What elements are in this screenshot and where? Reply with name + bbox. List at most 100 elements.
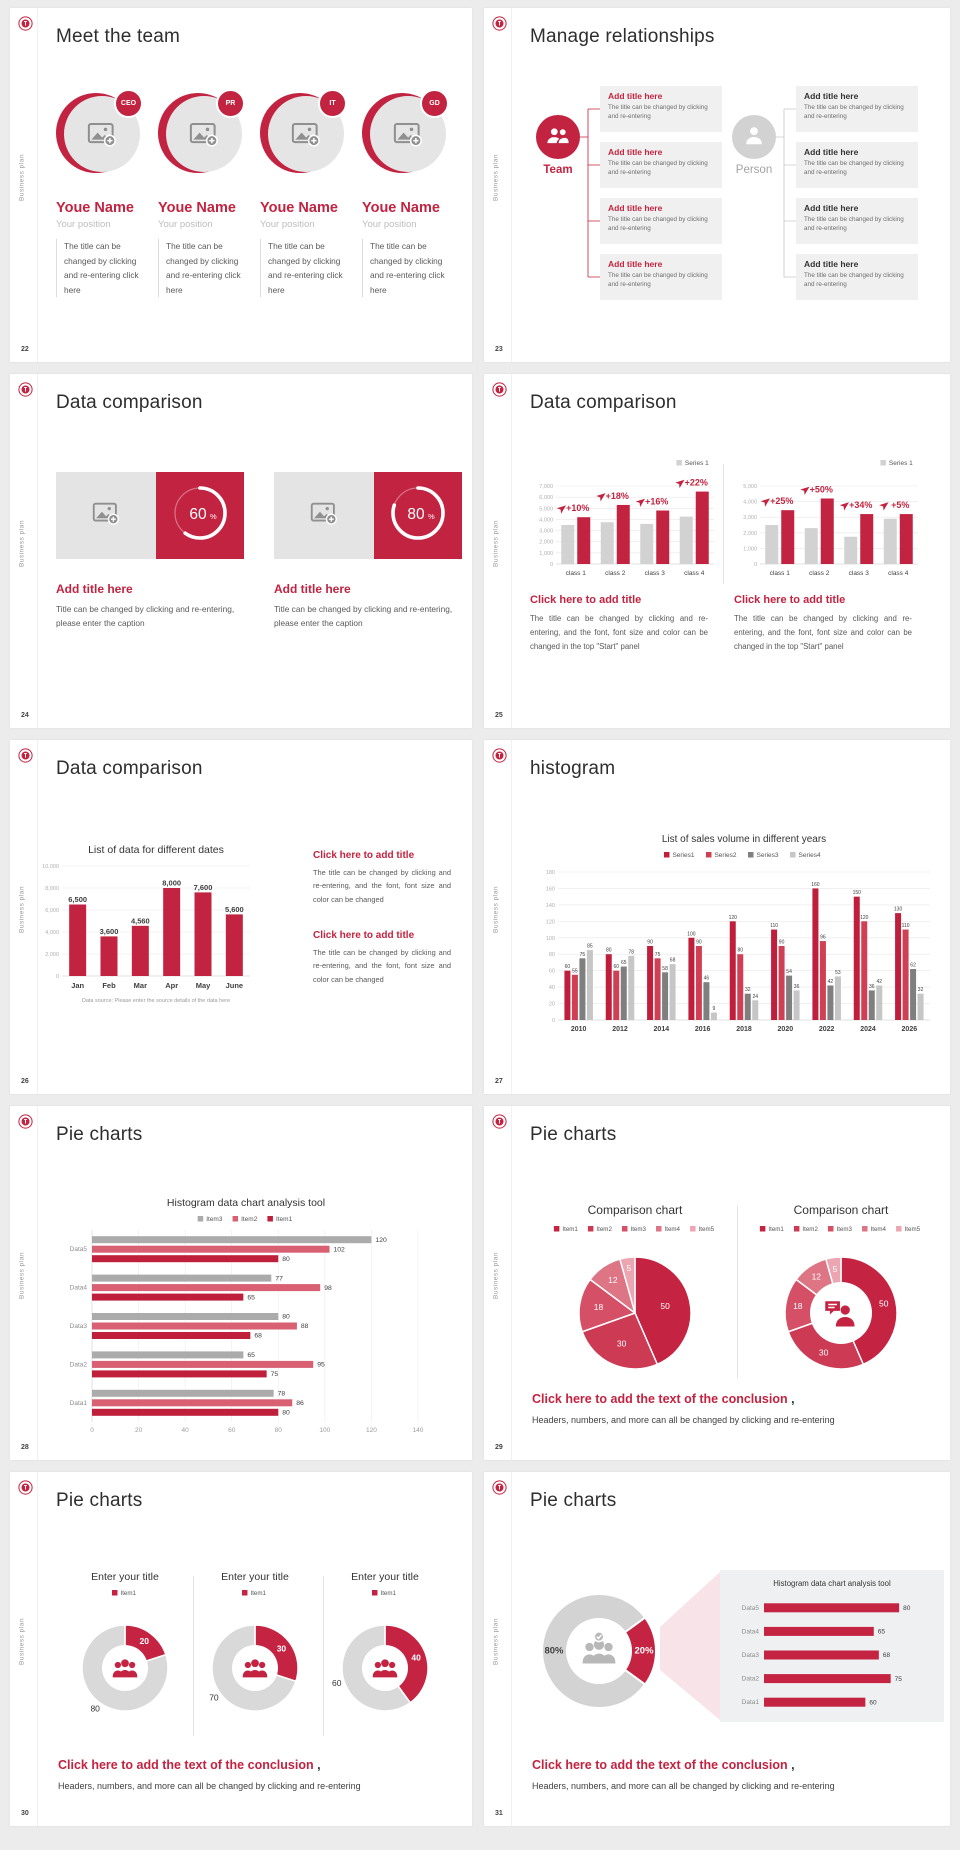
team-member-card[interactable]: CEO Youe Name Your position The title ca… xyxy=(56,89,150,298)
slide-23-manage-relationships[interactable]: Business plan Manage relationships Team … xyxy=(484,8,950,362)
svg-text:Item3: Item3 xyxy=(630,1226,646,1233)
svg-text:140: 140 xyxy=(413,1427,424,1434)
team-member-card[interactable]: GD Youe Name Your position The title can… xyxy=(362,89,456,298)
svg-text:55: 55 xyxy=(572,968,578,974)
chart-divider xyxy=(323,1576,324,1736)
svg-text:120: 120 xyxy=(860,915,869,921)
sidebar-divider xyxy=(37,374,38,728)
team-icon xyxy=(545,122,571,153)
caption-title: Add title here xyxy=(56,582,133,596)
svg-text:98: 98 xyxy=(324,1285,332,1292)
svg-text:77: 77 xyxy=(275,1275,283,1282)
relationship-box[interactable]: Add title here The title can be changed … xyxy=(600,86,722,132)
relationship-box[interactable]: Add title here The title can be changed … xyxy=(600,254,722,300)
svg-text:Series3: Series3 xyxy=(757,852,779,859)
slide-29-comparison-pies[interactable]: Business plan Pie charts Comparison char… xyxy=(484,1106,950,1460)
svg-text:class 1: class 1 xyxy=(770,570,791,577)
svg-text:20: 20 xyxy=(549,1002,555,1008)
svg-text:Data3: Data3 xyxy=(70,1323,88,1330)
donut-chart-40: Enter your title Item1 40 60 xyxy=(322,1568,448,1748)
relationship-box[interactable]: Add title here The title can be changed … xyxy=(796,198,918,244)
box-title: Add title here xyxy=(608,203,663,213)
comparison-donut-chart: Comparison chart Item1 Item2 Item3 Item4 Item… xyxy=(746,1200,936,1388)
svg-text:60: 60 xyxy=(869,1699,877,1706)
svg-text:80: 80 xyxy=(407,506,425,523)
box-body: The title can be changed by clicking and… xyxy=(608,160,708,177)
svg-text:2020: 2020 xyxy=(778,1026,794,1033)
svg-text:0: 0 xyxy=(56,974,59,980)
image-slot xyxy=(56,472,156,559)
svg-text:80: 80 xyxy=(282,1410,290,1417)
svg-text:20: 20 xyxy=(139,1636,149,1646)
svg-text:90: 90 xyxy=(647,940,653,946)
item-analysis-bar-chart: Histogram data chart analysis tool Item3 I… xyxy=(44,1194,448,1448)
svg-text:96: 96 xyxy=(820,935,826,941)
conclusion-comma: , xyxy=(787,1758,795,1772)
slide-30-three-donuts[interactable]: Business plan Pie charts Enter your titl… xyxy=(10,1472,472,1826)
svg-text:40: 40 xyxy=(549,985,555,991)
svg-text:120: 120 xyxy=(375,1237,387,1244)
slide-25-data-comparison-charts[interactable]: Business plan Data comparison Series 1 0 1… xyxy=(484,374,950,728)
svg-text:68: 68 xyxy=(670,958,676,964)
svg-text:140: 140 xyxy=(546,903,555,909)
relationship-box[interactable]: Add title here The title can be changed … xyxy=(600,198,722,244)
svg-text:120: 120 xyxy=(546,919,555,925)
sidebar-divider xyxy=(511,1472,512,1826)
sidebar-vertical-text: Business plan xyxy=(18,520,26,567)
svg-text:Item4: Item4 xyxy=(665,1226,681,1233)
svg-text:12: 12 xyxy=(608,1275,618,1285)
progress-ring-panel: 80 % xyxy=(374,472,462,559)
relationship-box[interactable]: Add title here The title can be changed … xyxy=(796,86,918,132)
box-title: Add title here xyxy=(804,91,859,101)
svg-text:70: 70 xyxy=(209,1692,219,1702)
member-position: Your position xyxy=(362,219,417,230)
svg-text:Comparison chart: Comparison chart xyxy=(794,1203,889,1217)
image-placeholder-icon xyxy=(92,499,120,532)
conclusion-body: Headers, numbers, and more can all be ch… xyxy=(532,1415,835,1425)
svg-text:36: 36 xyxy=(794,984,800,990)
team-member-card[interactable]: PR Youe Name Your position The title can… xyxy=(158,89,252,298)
svg-text:0: 0 xyxy=(552,1018,555,1024)
svg-text:2010: 2010 xyxy=(571,1026,587,1033)
slide-26-data-comparison-dates[interactable]: Business plan Data comparison List of da… xyxy=(10,740,472,1094)
sidebar-vertical-text: Business plan xyxy=(18,886,26,933)
svg-text:Item5: Item5 xyxy=(905,1226,921,1233)
slide-31-ratio-donut[interactable]: Business plan Pie charts 20% 80% Histogra… xyxy=(484,1472,950,1826)
svg-text:65: 65 xyxy=(247,1352,255,1359)
svg-text:68: 68 xyxy=(883,1652,891,1659)
svg-text:Item1: Item1 xyxy=(120,1590,136,1597)
page-number: 30 xyxy=(21,1810,29,1817)
team-label: Team xyxy=(543,164,573,176)
sidebar-divider xyxy=(37,1106,38,1460)
conclusion-body: Headers, numbers, and more can all be ch… xyxy=(58,1781,361,1791)
svg-text:100: 100 xyxy=(319,1427,330,1434)
svg-text:75: 75 xyxy=(655,952,661,958)
svg-text:1,000: 1,000 xyxy=(743,546,757,552)
stat-card[interactable]: 60 % xyxy=(56,472,244,559)
svg-text:6,500: 6,500 xyxy=(68,895,87,904)
team-member-card[interactable]: IT Youe Name Your position The title can… xyxy=(260,89,354,298)
svg-text:18: 18 xyxy=(594,1302,604,1312)
relationship-box[interactable]: Add title here The title can be changed … xyxy=(796,142,918,188)
slide-22-meet-the-team[interactable]: Business plan Meet the team CEO Youe Nam… xyxy=(10,8,472,362)
svg-text:2022: 2022 xyxy=(819,1026,835,1033)
svg-text:List of data for different dat: List of data for different dates xyxy=(88,844,224,856)
svg-text:Item2: Item2 xyxy=(241,1216,258,1223)
relationship-box[interactable]: Add title here The title can be changed … xyxy=(796,254,918,300)
slide-28-horizontal-bars[interactable]: Business plan Pie charts Histogram data … xyxy=(10,1106,472,1460)
svg-text:110: 110 xyxy=(902,923,910,929)
class-comparison-chart-1: Series 1 0 1,000 2,000 3,000 4,000 5,000 6,000 7… xyxy=(526,456,718,586)
avatar: GD xyxy=(362,89,449,176)
svg-text:Series 1: Series 1 xyxy=(889,460,913,467)
stat-card[interactable]: 80 % xyxy=(274,472,462,559)
chart-caption: Click here to add title The title can be… xyxy=(313,850,451,906)
slide-24-data-comparison-cards[interactable]: Business plan Data comparison 60 % 80 % … xyxy=(10,374,472,728)
relationship-box[interactable]: Add title here The title can be changed … xyxy=(600,142,722,188)
slide-27-histogram[interactable]: histogram Business plan List of sales vo… xyxy=(484,740,950,1094)
svg-text:3,000: 3,000 xyxy=(539,529,553,535)
avatar: PR xyxy=(158,89,245,176)
svg-text:5: 5 xyxy=(627,1263,632,1273)
svg-text:180: 180 xyxy=(546,870,555,876)
member-name: Youe Name xyxy=(56,200,134,216)
svg-text:3,000: 3,000 xyxy=(743,515,757,521)
